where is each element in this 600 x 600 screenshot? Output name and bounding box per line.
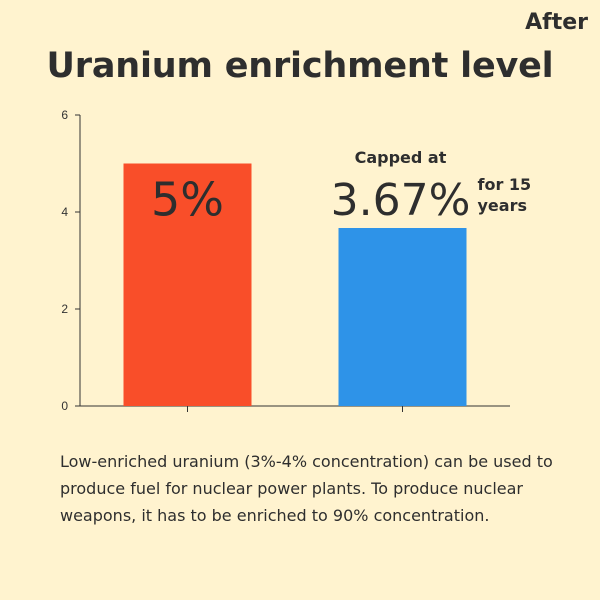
chart-title: Uranium enrichment level bbox=[46, 46, 554, 86]
caption-text: Low-enriched uranium (3%-4% concentratio… bbox=[60, 452, 553, 525]
y-tick-label: 0 bbox=[61, 399, 68, 413]
annotation-duration: for 15 bbox=[478, 175, 532, 194]
y-tick-label: 6 bbox=[61, 108, 68, 122]
data-label: 5% bbox=[151, 173, 224, 227]
annotation-duration: years bbox=[478, 196, 528, 215]
data-label: 3.67% bbox=[331, 175, 471, 226]
annotation-capped-at: Capped at bbox=[355, 148, 447, 167]
corner-label: After bbox=[525, 10, 588, 35]
bar bbox=[338, 228, 467, 406]
y-tick-label: 2 bbox=[61, 302, 68, 316]
bar bbox=[123, 163, 252, 406]
y-tick-label: 4 bbox=[61, 205, 68, 219]
